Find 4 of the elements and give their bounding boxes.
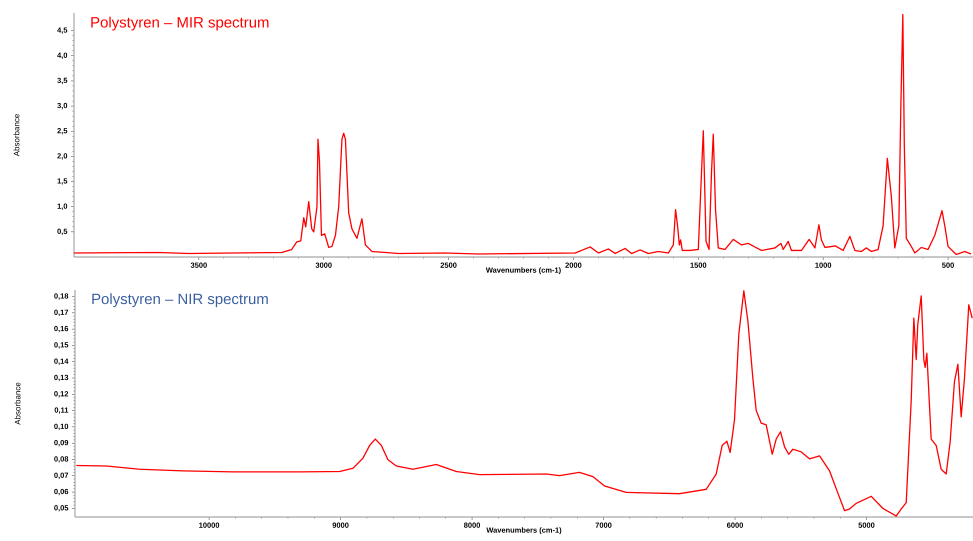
- line-series: [74, 14, 972, 256]
- chart-title: Polystyren – NIR spectrum: [92, 293, 268, 308]
- line-series: [76, 290, 973, 517]
- chart-title: Polystyren – MIR spectrum: [91, 16, 268, 31]
